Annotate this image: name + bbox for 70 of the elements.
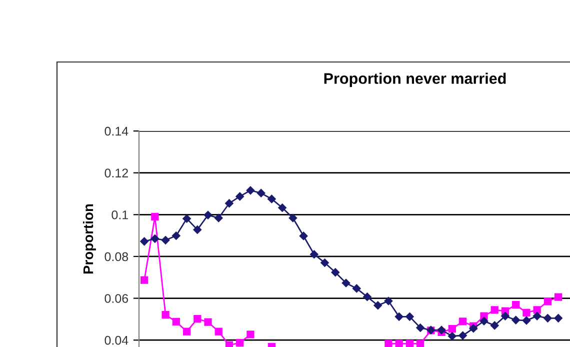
y-axis-title: Proportion <box>82 204 96 274</box>
point <box>480 316 488 326</box>
point <box>140 237 148 246</box>
y-tick-label: 0.14 <box>104 126 128 136</box>
point <box>512 316 520 324</box>
point <box>458 318 467 326</box>
point <box>172 232 180 240</box>
point <box>246 186 255 195</box>
point <box>416 324 424 332</box>
point <box>448 332 456 340</box>
point <box>374 301 382 310</box>
point <box>544 314 552 322</box>
y-tick-label: 0.1 <box>112 210 128 220</box>
point <box>490 321 499 330</box>
point <box>406 340 414 347</box>
point <box>182 214 191 223</box>
y-tick-label: 0.08 <box>104 252 128 262</box>
point <box>268 194 276 204</box>
point <box>458 331 467 340</box>
y-tick-label: 0.12 <box>104 168 128 178</box>
point <box>331 268 340 276</box>
point <box>204 210 212 220</box>
point <box>162 310 170 319</box>
point <box>342 278 350 288</box>
point <box>194 314 202 323</box>
point <box>416 340 424 347</box>
point <box>299 232 308 240</box>
point <box>469 324 478 333</box>
point <box>352 284 361 293</box>
chart-title: Proportion never married <box>324 72 506 87</box>
point <box>140 276 148 284</box>
point <box>406 312 414 321</box>
point <box>554 314 562 322</box>
point <box>151 212 159 221</box>
point <box>522 316 531 325</box>
point <box>246 330 254 338</box>
point <box>214 214 223 222</box>
point <box>363 292 372 301</box>
point <box>448 324 456 333</box>
point <box>490 306 498 314</box>
point <box>256 188 266 198</box>
point <box>172 318 180 326</box>
y-tick-label: 0.04 <box>104 336 128 345</box>
point <box>532 312 542 320</box>
point <box>236 192 244 201</box>
point <box>320 258 329 267</box>
point <box>501 312 510 320</box>
point <box>161 236 170 244</box>
point <box>278 204 286 212</box>
point <box>554 293 562 301</box>
point <box>214 328 222 336</box>
point <box>384 296 393 306</box>
point <box>204 318 212 326</box>
point <box>384 340 392 347</box>
point <box>395 340 403 347</box>
point <box>310 250 318 258</box>
point <box>533 306 541 314</box>
y-tick-label: 0.06 <box>104 294 128 303</box>
point <box>182 328 191 336</box>
point <box>522 308 530 317</box>
point <box>394 312 404 321</box>
point <box>288 214 298 222</box>
point <box>193 226 202 234</box>
point <box>512 300 520 309</box>
point <box>544 298 552 306</box>
point <box>236 339 244 347</box>
point <box>150 234 160 243</box>
point <box>225 199 234 208</box>
point <box>225 341 234 347</box>
point <box>437 326 446 334</box>
